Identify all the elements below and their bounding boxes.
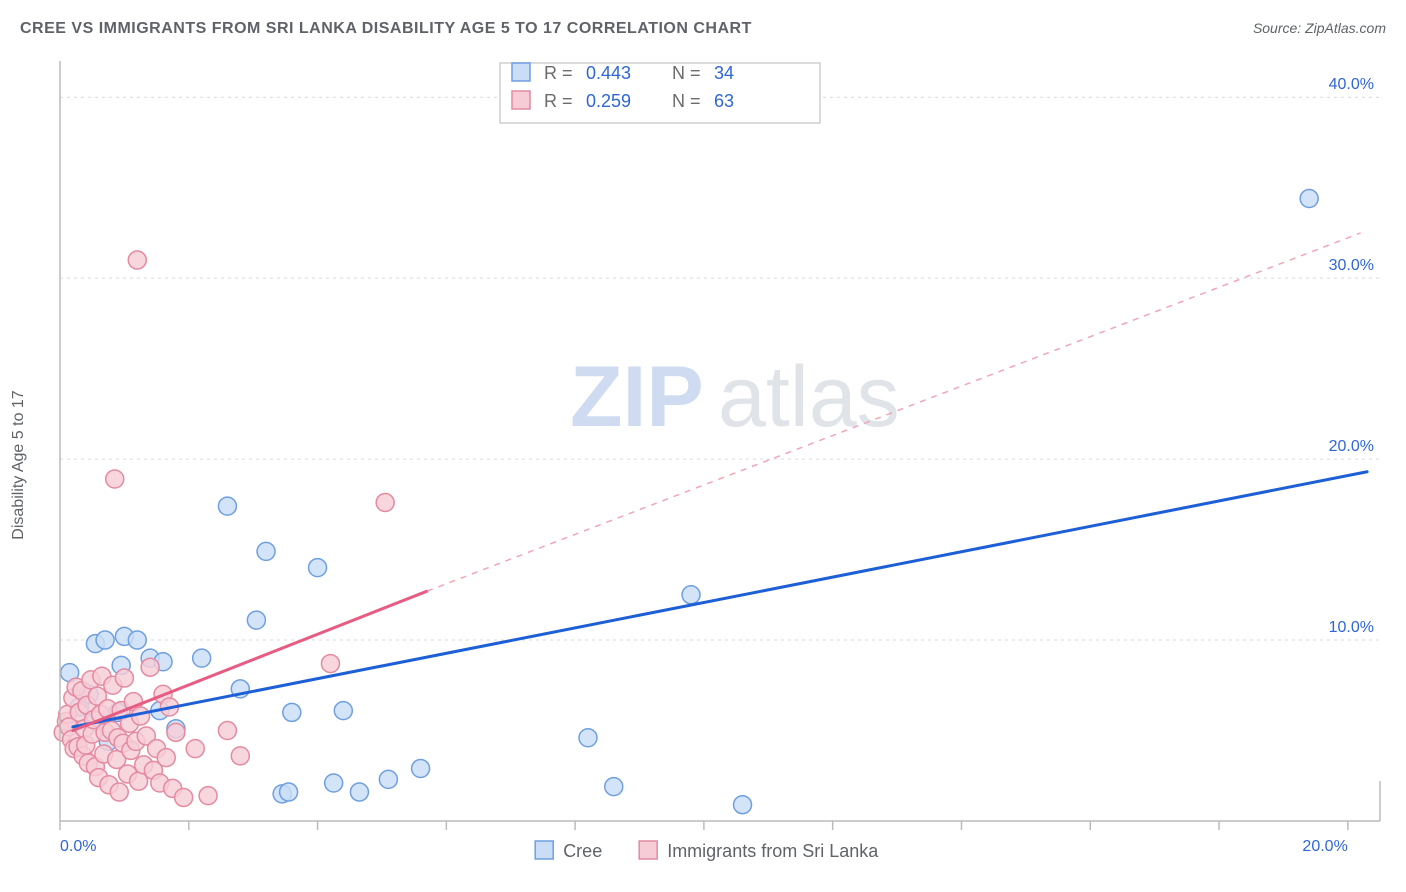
data-point [175,788,193,806]
data-point [321,655,339,673]
legend-swatch [512,63,530,81]
x-tick-label: 0.0% [60,838,96,855]
legend-r-value: 0.259 [586,91,631,111]
legend-n-value: 63 [714,91,734,111]
data-point [682,586,700,604]
legend-n-value: 34 [714,63,734,83]
legend-series: Cree Immigrants from Sri Lanka [535,841,879,861]
legend-r-label: R = [544,91,573,111]
data-point [110,783,128,801]
trend-line [73,472,1367,727]
data-point [283,703,301,721]
legend-r-value: 0.443 [586,63,631,83]
data-point [193,649,211,667]
data-point [325,774,343,792]
y-tick-label: 20.0% [1329,438,1374,455]
legend-series-label: Immigrants from Sri Lanka [667,841,879,861]
data-point [309,559,327,577]
legend-correlation: R = 0.443 N = 34 R = 0.259 N = 63 [500,63,820,123]
data-point [141,658,159,676]
legend-r-label: R = [544,63,573,83]
data-point [350,783,368,801]
data-point [157,749,175,767]
data-point [115,669,133,687]
data-point [605,778,623,796]
data-point [1300,190,1318,208]
data-point [376,494,394,512]
data-point [280,783,298,801]
data-point [247,611,265,629]
watermark: ZIP [570,349,704,445]
data-point [257,542,275,560]
data-point [379,770,397,788]
legend-swatch [512,91,530,109]
data-point [579,729,597,747]
data-point [128,251,146,269]
data-point [734,796,752,814]
chart-title: CREE VS IMMIGRANTS FROM SRI LANKA DISABI… [20,20,1386,38]
scatter-chart: 10.0% 20.0% 30.0% 40.0% ZIPatlas 0.0% 20.0% R =… [20,55,1386,875]
data-point [167,723,185,741]
source-label: Source: ZipAtlas.com [1253,20,1386,36]
legend-n-label: N = [672,91,701,111]
data-point [128,631,146,649]
x-tick-label: 20.0% [1302,838,1347,855]
y-tick-label: 30.0% [1329,257,1374,274]
legend-series-label: Cree [563,841,602,861]
y-tick-label: 40.0% [1329,76,1374,93]
data-point [186,740,204,758]
data-point [218,722,236,740]
legend-n-label: N = [672,63,701,83]
data-point [412,760,430,778]
y-tick-label: 10.0% [1329,619,1374,636]
data-point [334,702,352,720]
data-point [218,497,236,515]
watermark: atlas [718,349,900,445]
legend-swatch [535,841,553,859]
data-point [106,470,124,488]
y-axis-label: Disability Age 5 to 17 [10,390,28,539]
data-point [96,631,114,649]
chart-container: Disability Age 5 to 17 10.0%20.0%30.0%40… [20,55,1386,875]
data-point [231,747,249,765]
legend-swatch [639,841,657,859]
data-point [199,787,217,805]
